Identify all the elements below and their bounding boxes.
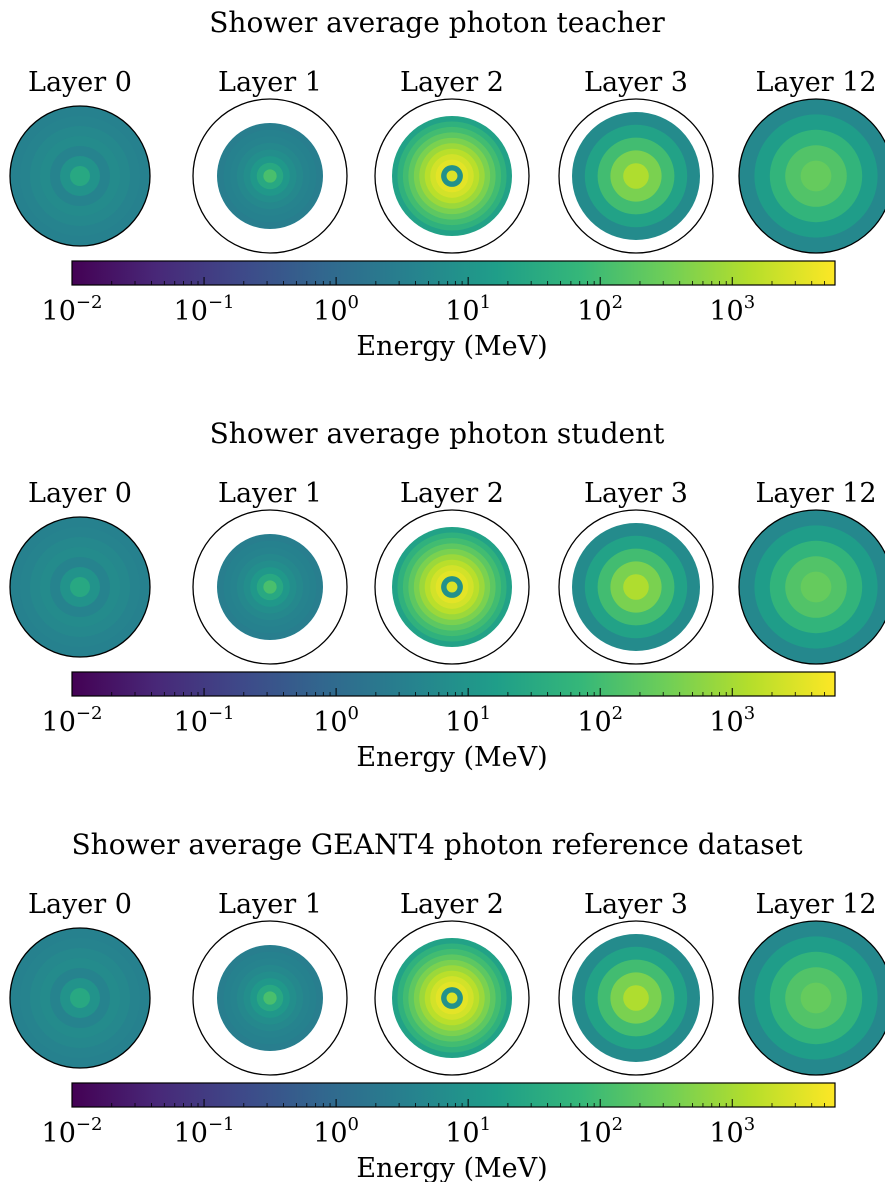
colorbar-tick-label: 101 xyxy=(445,1114,491,1149)
energy-ring-0 xyxy=(800,982,832,1014)
layer-label: Layer 12 xyxy=(755,478,876,509)
layer-label: Layer 12 xyxy=(755,67,876,98)
colorbar-label: Energy (MeV) xyxy=(356,331,547,362)
energy-ring-0 xyxy=(70,988,90,1008)
energy-ring-0 xyxy=(800,571,832,603)
layer-label: Layer 0 xyxy=(28,478,132,509)
colorbar-tick-label: 103 xyxy=(709,292,755,327)
layer-label: Layer 2 xyxy=(400,889,504,920)
colorbar: 10−2 10−1 100 101 102 103 Energy (MeV) xyxy=(42,671,836,773)
layer-panel-0: Layer 0 xyxy=(9,889,151,1069)
detector-boundary xyxy=(374,509,530,665)
colorbar-tick-label: 10−1 xyxy=(174,703,235,738)
layer-panel-4: Layer 12 xyxy=(738,67,885,254)
detector-boundary xyxy=(738,509,885,665)
detector-boundary xyxy=(374,98,530,254)
colorbar-tick-label: 100 xyxy=(313,703,359,738)
colorbar-tick-label: 100 xyxy=(313,1114,359,1149)
layer-label: Layer 1 xyxy=(218,478,322,509)
colorbar-gradient xyxy=(71,1082,836,1108)
energy-ring-0 xyxy=(263,991,277,1005)
detector-boundary xyxy=(558,509,714,665)
colorbar-label: Energy (MeV) xyxy=(356,742,547,773)
section-title: Shower average photon student xyxy=(210,417,665,450)
layer-label: Layer 12 xyxy=(755,889,876,920)
layer-panel-2: Layer 2 xyxy=(374,889,530,1076)
layer-label: Layer 0 xyxy=(28,67,132,98)
layer-panel-1: Layer 1 xyxy=(192,478,348,665)
colorbar-tick-label: 102 xyxy=(577,292,623,327)
colorbar-tick-label: 101 xyxy=(445,703,491,738)
layer-panel-1: Layer 1 xyxy=(192,889,348,1076)
colorbar-tick-label: 10−1 xyxy=(174,1114,235,1149)
layer-panel-2: Layer 2 xyxy=(374,478,530,665)
figure-section-0: Shower average photon teacher Layer 0 Laye… xyxy=(9,6,885,362)
layer-label: Layer 1 xyxy=(218,67,322,98)
detector-boundary xyxy=(192,509,348,665)
detector-boundary xyxy=(738,920,885,1076)
detector-boundary xyxy=(374,920,530,1076)
energy-ring-0 xyxy=(800,160,832,192)
detector-boundary xyxy=(9,516,151,658)
layer-label: Layer 0 xyxy=(28,889,132,920)
colorbar: 10−2 10−1 100 101 102 103 Energy (MeV) xyxy=(42,260,836,362)
layer-panel-3: Layer 3 xyxy=(558,478,714,665)
energy-ring-0 xyxy=(446,581,458,593)
energy-ring-0 xyxy=(70,166,90,186)
energy-ring-0 xyxy=(623,574,649,600)
layer-panel-3: Layer 3 xyxy=(558,67,714,254)
colorbar-tick-label: 103 xyxy=(709,703,755,738)
energy-ring-0 xyxy=(446,992,458,1004)
colorbar-tick-label: 103 xyxy=(709,1114,755,1149)
energy-ring-0 xyxy=(263,169,277,183)
detector-boundary xyxy=(738,98,885,254)
colorbar-tick-label: 10−1 xyxy=(174,292,235,327)
layer-label: Layer 2 xyxy=(400,67,504,98)
detector-boundary xyxy=(558,920,714,1076)
section-title: Shower average GEANT4 photon reference d… xyxy=(71,828,803,861)
colorbar-tick-label: 102 xyxy=(577,703,623,738)
colorbar-tick-label: 100 xyxy=(313,292,359,327)
energy-ring-0 xyxy=(623,985,649,1011)
colorbar-tick-label: 10−2 xyxy=(42,1114,103,1149)
layer-panel-0: Layer 0 xyxy=(9,478,151,658)
colorbar-label: Energy (MeV) xyxy=(356,1153,547,1182)
layer-panel-4: Layer 12 xyxy=(738,478,885,665)
colorbar: 10−2 10−1 100 101 102 103 Energy (MeV) xyxy=(42,1082,836,1182)
figure-section-2: Shower average GEANT4 photon reference d… xyxy=(9,828,885,1182)
colorbar-tick-label: 101 xyxy=(445,292,491,327)
layer-panel-4: Layer 12 xyxy=(738,889,885,1076)
colorbar-tick-label: 10−2 xyxy=(42,292,103,327)
layer-label: Layer 3 xyxy=(584,478,688,509)
layer-panel-1: Layer 1 xyxy=(192,67,348,254)
colorbar-gradient xyxy=(71,260,836,286)
layer-panel-3: Layer 3 xyxy=(558,889,714,1076)
layer-label: Layer 3 xyxy=(584,889,688,920)
energy-ring-0 xyxy=(263,580,277,594)
energy-ring-0 xyxy=(446,170,458,182)
layer-label: Layer 2 xyxy=(400,478,504,509)
energy-ring-0 xyxy=(623,163,649,189)
layer-label: Layer 3 xyxy=(584,67,688,98)
section-title: Shower average photon teacher xyxy=(209,6,665,39)
detector-boundary xyxy=(9,105,151,247)
figure-section-1: Shower average photon student Layer 0 Laye… xyxy=(9,417,885,773)
colorbar-gradient xyxy=(71,671,836,697)
detector-boundary xyxy=(558,98,714,254)
layer-panel-2: Layer 2 xyxy=(374,67,530,254)
colorbar-tick-label: 10−2 xyxy=(42,703,103,738)
energy-ring-0 xyxy=(70,577,90,597)
detector-boundary xyxy=(192,98,348,254)
layer-panel-0: Layer 0 xyxy=(9,67,151,247)
layer-label: Layer 1 xyxy=(218,889,322,920)
detector-boundary xyxy=(9,927,151,1069)
detector-boundary xyxy=(192,920,348,1076)
colorbar-tick-label: 102 xyxy=(577,1114,623,1149)
